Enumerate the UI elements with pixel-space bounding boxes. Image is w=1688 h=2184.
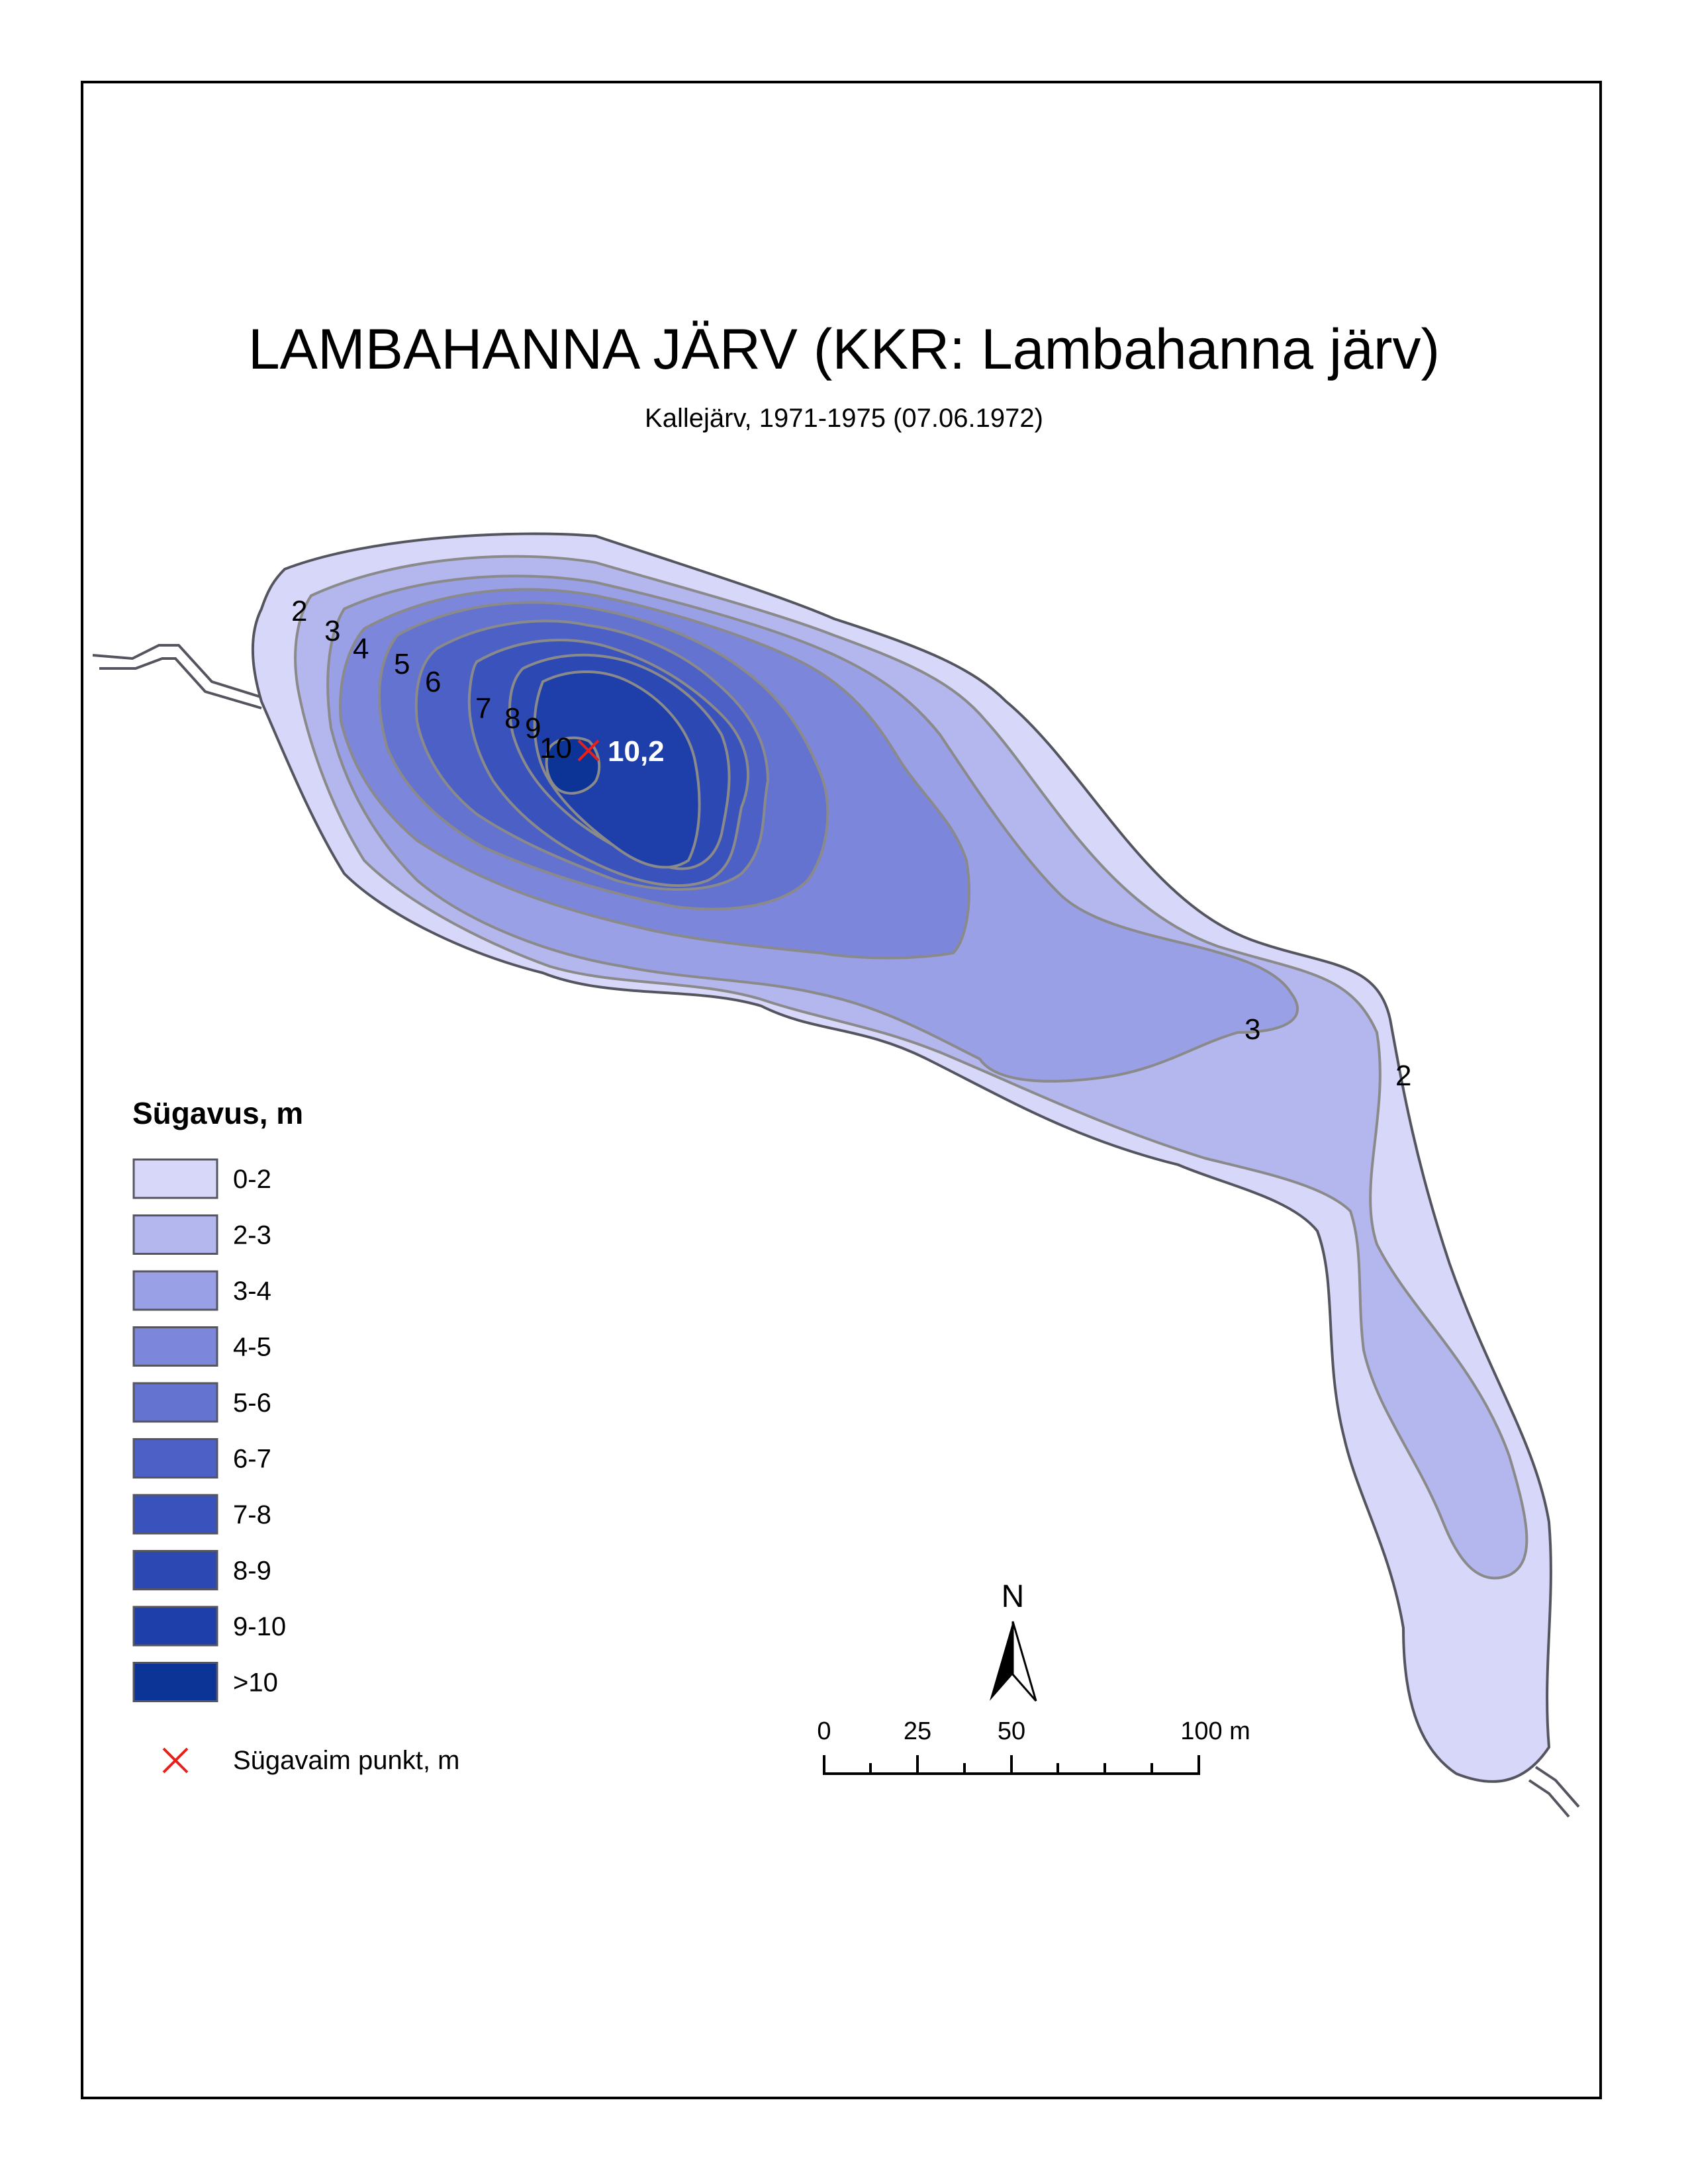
north-label: N	[1002, 1579, 1025, 1614]
contour-label-5: 5	[394, 648, 410, 680]
inflow-stream	[92, 644, 265, 700]
legend-swatch-4	[132, 1382, 218, 1423]
contour-label-4: 4	[353, 633, 369, 665]
deepest-point-marker	[577, 739, 600, 762]
legend-deepest-marker	[162, 1747, 189, 1774]
legend-swatch-7	[132, 1550, 218, 1590]
legend-label-0: 0-2	[233, 1165, 271, 1194]
north-arrow-icon	[990, 1621, 1037, 1702]
legend-label-9: >10	[233, 1668, 278, 1698]
legend-label-2: 3-4	[233, 1277, 271, 1306]
contour-label-2-east: 2	[1395, 1060, 1411, 1092]
inflow-stream-bank	[99, 657, 262, 709]
map-title: LAMBAHANNA JÄRV (KKR: Lambahanna järv)	[248, 318, 1440, 381]
contour-label-3-east: 3	[1244, 1013, 1260, 1046]
legend-deepest-label: Sügavaim punkt, m	[233, 1746, 459, 1775]
legend-swatch-2	[132, 1270, 218, 1311]
map-frame	[81, 81, 1602, 2099]
outflow-stream	[1534, 1766, 1580, 1808]
contour-label-10: 10	[539, 732, 572, 764]
legend-label-3: 4-5	[233, 1333, 271, 1362]
contour-label-3: 3	[324, 615, 340, 647]
legend-classes: 0-2 2-3 3-4 4-5 5-6 6-7 7-8 8-9 9-10 >10	[132, 1158, 286, 1702]
legend-label-7: 8-9	[233, 1557, 271, 1586]
deepest-point-value: 10,2	[608, 735, 665, 768]
scale-label-25: 25	[904, 1717, 931, 1745]
outflow-stream-bank	[1528, 1779, 1570, 1818]
legend-label-8: 9-10	[233, 1612, 286, 1641]
scale-label-100: 100 m	[1180, 1717, 1250, 1745]
legend-swatch-8	[132, 1606, 218, 1647]
legend-swatch-6	[132, 1494, 218, 1535]
legend-swatch-1	[132, 1214, 218, 1255]
legend-swatch-3	[132, 1326, 218, 1367]
map-subtitle: Kallejärv, 1971-1975 (07.06.1972)	[645, 404, 1043, 433]
legend-swatch-5	[132, 1438, 218, 1479]
contour-label-8: 8	[504, 702, 520, 735]
scale-label-0: 0	[817, 1717, 831, 1745]
legend-label-5: 6-7	[233, 1445, 271, 1474]
legend-swatch-0	[132, 1158, 218, 1199]
legend-label-6: 7-8	[233, 1500, 271, 1529]
legend-label-4: 5-6	[233, 1388, 271, 1418]
legend-label-1: 2-3	[233, 1221, 271, 1250]
contour-label-7: 7	[475, 692, 491, 725]
legend-swatch-9	[132, 1662, 218, 1702]
contour-label-6: 6	[425, 666, 441, 698]
depth-zone-9-10	[533, 670, 701, 869]
legend-title: Sügavus, m	[132, 1096, 303, 1130]
contour-label-9: 9	[525, 712, 541, 745]
scale-label-50: 50	[998, 1717, 1025, 1745]
contour-label-2: 2	[291, 595, 307, 627]
scale-bar	[823, 1755, 1200, 1775]
